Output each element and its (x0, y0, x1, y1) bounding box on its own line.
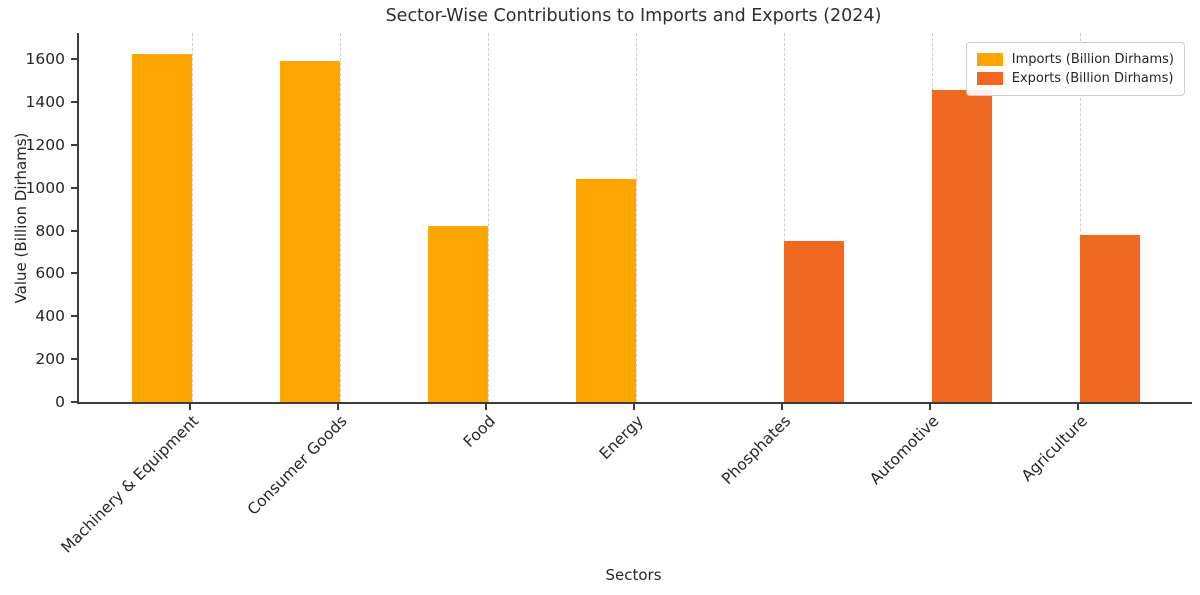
grid-line (488, 33, 489, 402)
bar-agriculture (1080, 234, 1140, 402)
legend-label-exports: Exports (Billion Dirhams) (1011, 71, 1174, 86)
x-tick-label: Agriculture (1017, 412, 1091, 486)
x-tick-label: Machinery & Equipment (58, 412, 203, 557)
x-tick-label: Consumer Goods (244, 412, 351, 519)
legend-label-imports: Imports (Billion Dirhams) (1011, 52, 1174, 67)
x-tick (485, 404, 487, 410)
grid-line (784, 33, 785, 402)
y-tick (71, 315, 77, 318)
y-tick-label: 1600 (25, 50, 65, 68)
y-tick (71, 186, 77, 189)
x-tick (781, 404, 783, 410)
x-tick (1077, 404, 1079, 410)
y-tick-label: 0 (55, 393, 65, 411)
x-tick (633, 404, 635, 410)
y-tick-label: 1200 (25, 135, 65, 154)
bar-phosphates (784, 241, 844, 402)
plot-area (77, 33, 1192, 404)
grid-line (636, 33, 637, 402)
x-tick-label: Energy (595, 412, 647, 464)
x-tick-label: Phosphates (718, 412, 795, 489)
x-tick-label: Automotive (866, 412, 943, 489)
legend-item-imports: Imports (Billion Dirhams) (976, 50, 1174, 69)
imports-swatch-icon (976, 53, 1003, 66)
x-tick (337, 404, 339, 410)
y-tick (71, 272, 77, 275)
y-tick (71, 401, 77, 403)
bar-consumer-goods (280, 61, 340, 402)
y-tick (71, 143, 77, 146)
bar-food (428, 226, 488, 402)
y-tick-label: 600 (35, 264, 65, 283)
legend: Imports (Billion Dirhams) Exports (Billi… (965, 42, 1185, 96)
bar-machinery-equipment (132, 53, 192, 402)
x-tick-label: Food (459, 412, 499, 452)
y-tick (71, 358, 77, 361)
grid-line (192, 33, 193, 402)
x-tick (189, 404, 191, 410)
legend-item-exports: Exports (Billion Dirhams) (976, 69, 1174, 88)
x-axis-label: Sectors (605, 566, 662, 584)
y-axis-label: Value (Billion Dirhams) (12, 132, 30, 304)
y-tick-label: 200 (35, 350, 65, 369)
y-tick (71, 58, 77, 60)
x-tick (929, 404, 931, 410)
y-tick (71, 229, 77, 232)
grid-line (1080, 33, 1081, 402)
bar-energy (576, 179, 636, 402)
bar-automotive (932, 90, 992, 402)
chart-title: Sector-Wise Contributions to Imports and… (385, 6, 882, 26)
exports-swatch-icon (976, 72, 1003, 85)
y-tick-label: 1400 (25, 92, 65, 111)
y-tick-label: 1000 (25, 178, 65, 197)
y-tick-label: 800 (35, 221, 65, 240)
grid-line (340, 33, 341, 402)
y-tick (71, 100, 77, 103)
y-tick-label: 400 (35, 307, 65, 326)
